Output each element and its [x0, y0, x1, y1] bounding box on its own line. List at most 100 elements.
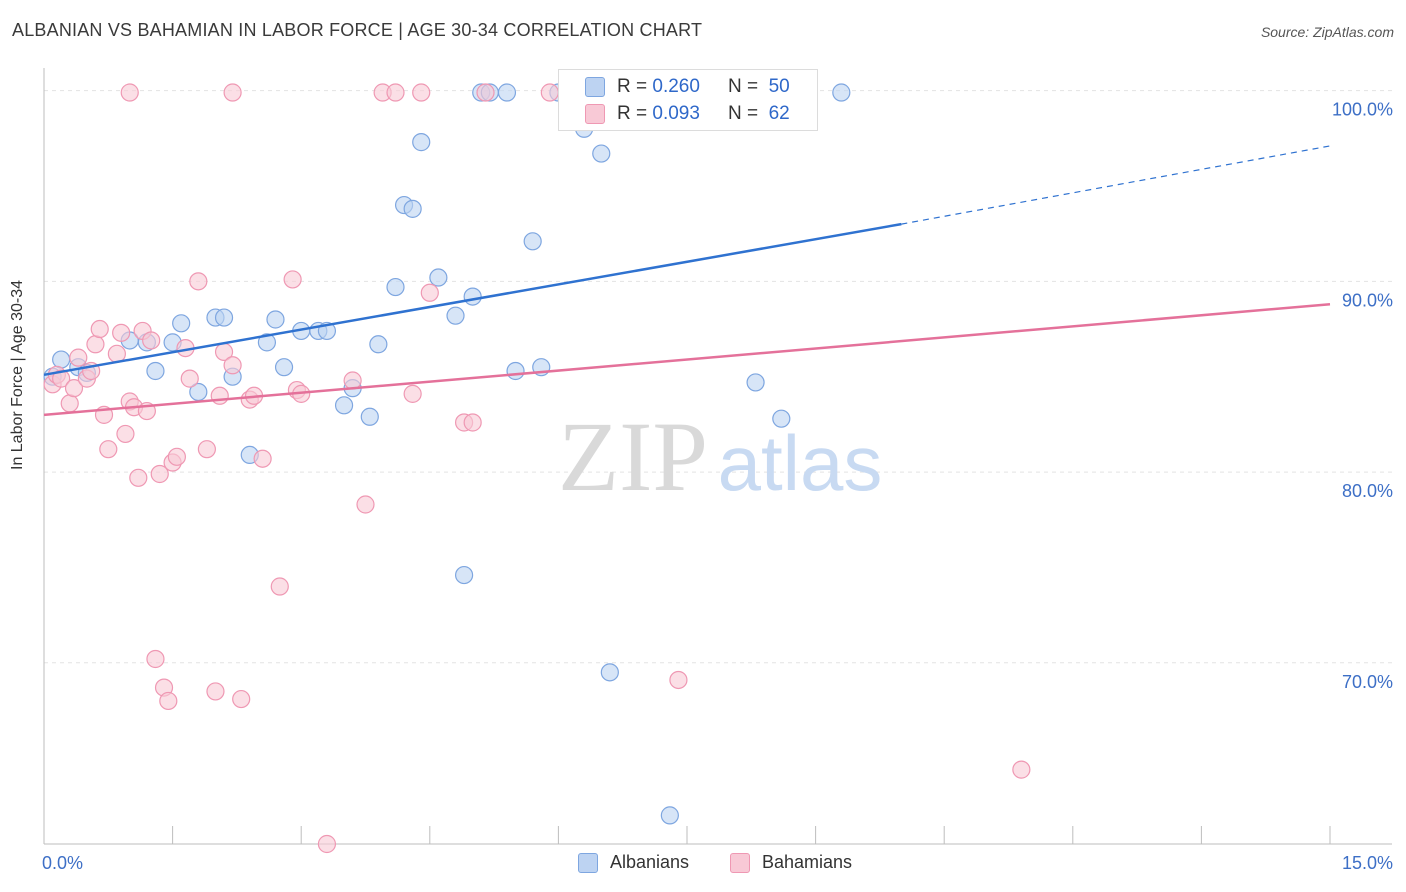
bahamian-point [159, 691, 178, 711]
albanian-point [334, 396, 354, 415]
y-tick-label: 100.0% [1332, 100, 1393, 120]
trend-lines [43, 145, 1331, 417]
albanian-point [506, 361, 525, 381]
n-value: 50 [768, 76, 790, 97]
bahamian-point [129, 468, 148, 487]
bahamian-point [206, 682, 225, 701]
y-tick-label: 90.0% [1342, 290, 1393, 310]
albanian-point [832, 83, 851, 102]
source-credit[interactable]: Source: ZipAtlas.com [1260, 24, 1394, 40]
bahamian-point [112, 323, 131, 342]
bahamian-point [116, 424, 135, 444]
albanian-point [746, 373, 765, 392]
bahamian-point [412, 83, 431, 102]
bahamian-point [60, 394, 79, 413]
bahamian-point [223, 356, 242, 375]
bahamian-point [86, 335, 105, 354]
bahamian-point [146, 649, 165, 669]
bahamian-point [99, 440, 118, 459]
bahamian-point [120, 83, 139, 102]
albanian-trend-line [43, 222, 902, 377]
x-tick-label: 0.0% [42, 853, 83, 873]
bahamian-point [540, 83, 559, 102]
r-value: 0.093 [652, 103, 700, 124]
y-tick-labels: 100.0% 90.0% 80.0% 70.0% [1332, 100, 1393, 692]
bahamian-trend-line [43, 302, 1331, 417]
albanian-point [146, 361, 165, 381]
bahamian-point [343, 371, 362, 390]
x-tick-labels: 0.0% 15.0% [42, 853, 1393, 873]
albanian-point [772, 409, 791, 428]
albanian-point [403, 199, 422, 218]
x-tick-label: 15.0% [1342, 853, 1393, 873]
legend-row-albanians: R = 0.260 N = 50 [559, 74, 790, 100]
gridlines [44, 90, 1392, 664]
watermark-zip: ZIP [558, 401, 708, 512]
legend-item-albanians[interactable]: Albanians [578, 852, 689, 873]
bahamian-point [142, 331, 161, 350]
y-tick-label: 80.0% [1342, 481, 1393, 501]
bahamian-point [167, 447, 186, 466]
albanian-point [257, 333, 277, 352]
bahamian-point [403, 384, 422, 403]
bahamian-point [210, 386, 229, 405]
albanian-point [369, 335, 388, 354]
albanian-point [592, 144, 611, 163]
n-value: 62 [768, 103, 790, 124]
albanian-point [274, 358, 294, 377]
albanian-point [360, 407, 379, 426]
bahamian-point [270, 577, 289, 596]
albanians-swatch [585, 77, 605, 97]
stats-legend: R = 0.260 N = 50 R = 0.093 N = 62 [558, 69, 818, 131]
r-label: R = [617, 103, 648, 124]
n-label: N = [727, 76, 759, 97]
watermark-atlas: atlas [718, 419, 883, 507]
albanian-point [429, 268, 448, 287]
legend-item-bahamians[interactable]: Bahamians [730, 852, 852, 873]
bahamian-point [1012, 760, 1031, 779]
bahamian-point [253, 449, 272, 468]
chart-title: ALBANIAN VS BAHAMIAN IN LABOR FORCE | AG… [12, 20, 703, 40]
bahamian-point [223, 83, 242, 102]
albanian-point [463, 287, 482, 306]
bahamian-point [476, 83, 495, 102]
bahamian-point [52, 369, 71, 388]
bahamian-point [69, 348, 88, 367]
albanian-point [497, 83, 517, 102]
albanian-point [412, 133, 431, 152]
bahamian-point [64, 379, 84, 398]
albanian-point [446, 306, 465, 325]
albanian-point [600, 663, 619, 682]
legend-label-bahamians: Bahamians [762, 852, 853, 872]
bahamian-point [669, 670, 688, 690]
albanian-point [266, 310, 285, 329]
bahamian-point [317, 834, 337, 854]
albanian-point [172, 314, 191, 333]
bahamian-point [150, 464, 169, 484]
r-value: 0.260 [652, 76, 700, 97]
legend-label-albanians: Albanians [610, 852, 690, 872]
r-label: R = [617, 76, 648, 97]
bahamian-point [180, 369, 199, 388]
albanian-point [454, 565, 474, 585]
albanians-swatch [578, 852, 598, 873]
legend-row-bahamians: R = 0.093 N = 62 [559, 101, 790, 127]
bahamian-point [356, 495, 375, 514]
axes [43, 68, 1392, 845]
bahamian-point [232, 689, 251, 709]
bahamian-point [283, 270, 302, 289]
albanian-point [523, 232, 542, 251]
bahamian-point [90, 319, 109, 339]
albanian-point [386, 277, 405, 297]
bahamian-point [463, 413, 482, 432]
albanian-point [52, 350, 71, 369]
series-legend: Albanians Bahamians [0, 852, 1406, 878]
bahamian-point [189, 272, 208, 291]
y-tick-label: 70.0% [1342, 672, 1393, 692]
albanian-point [660, 806, 679, 825]
bahamian-point [386, 83, 405, 102]
albanian-point [214, 308, 234, 327]
bahamian-point [420, 283, 439, 302]
albanian-trend-extension [901, 145, 1331, 225]
